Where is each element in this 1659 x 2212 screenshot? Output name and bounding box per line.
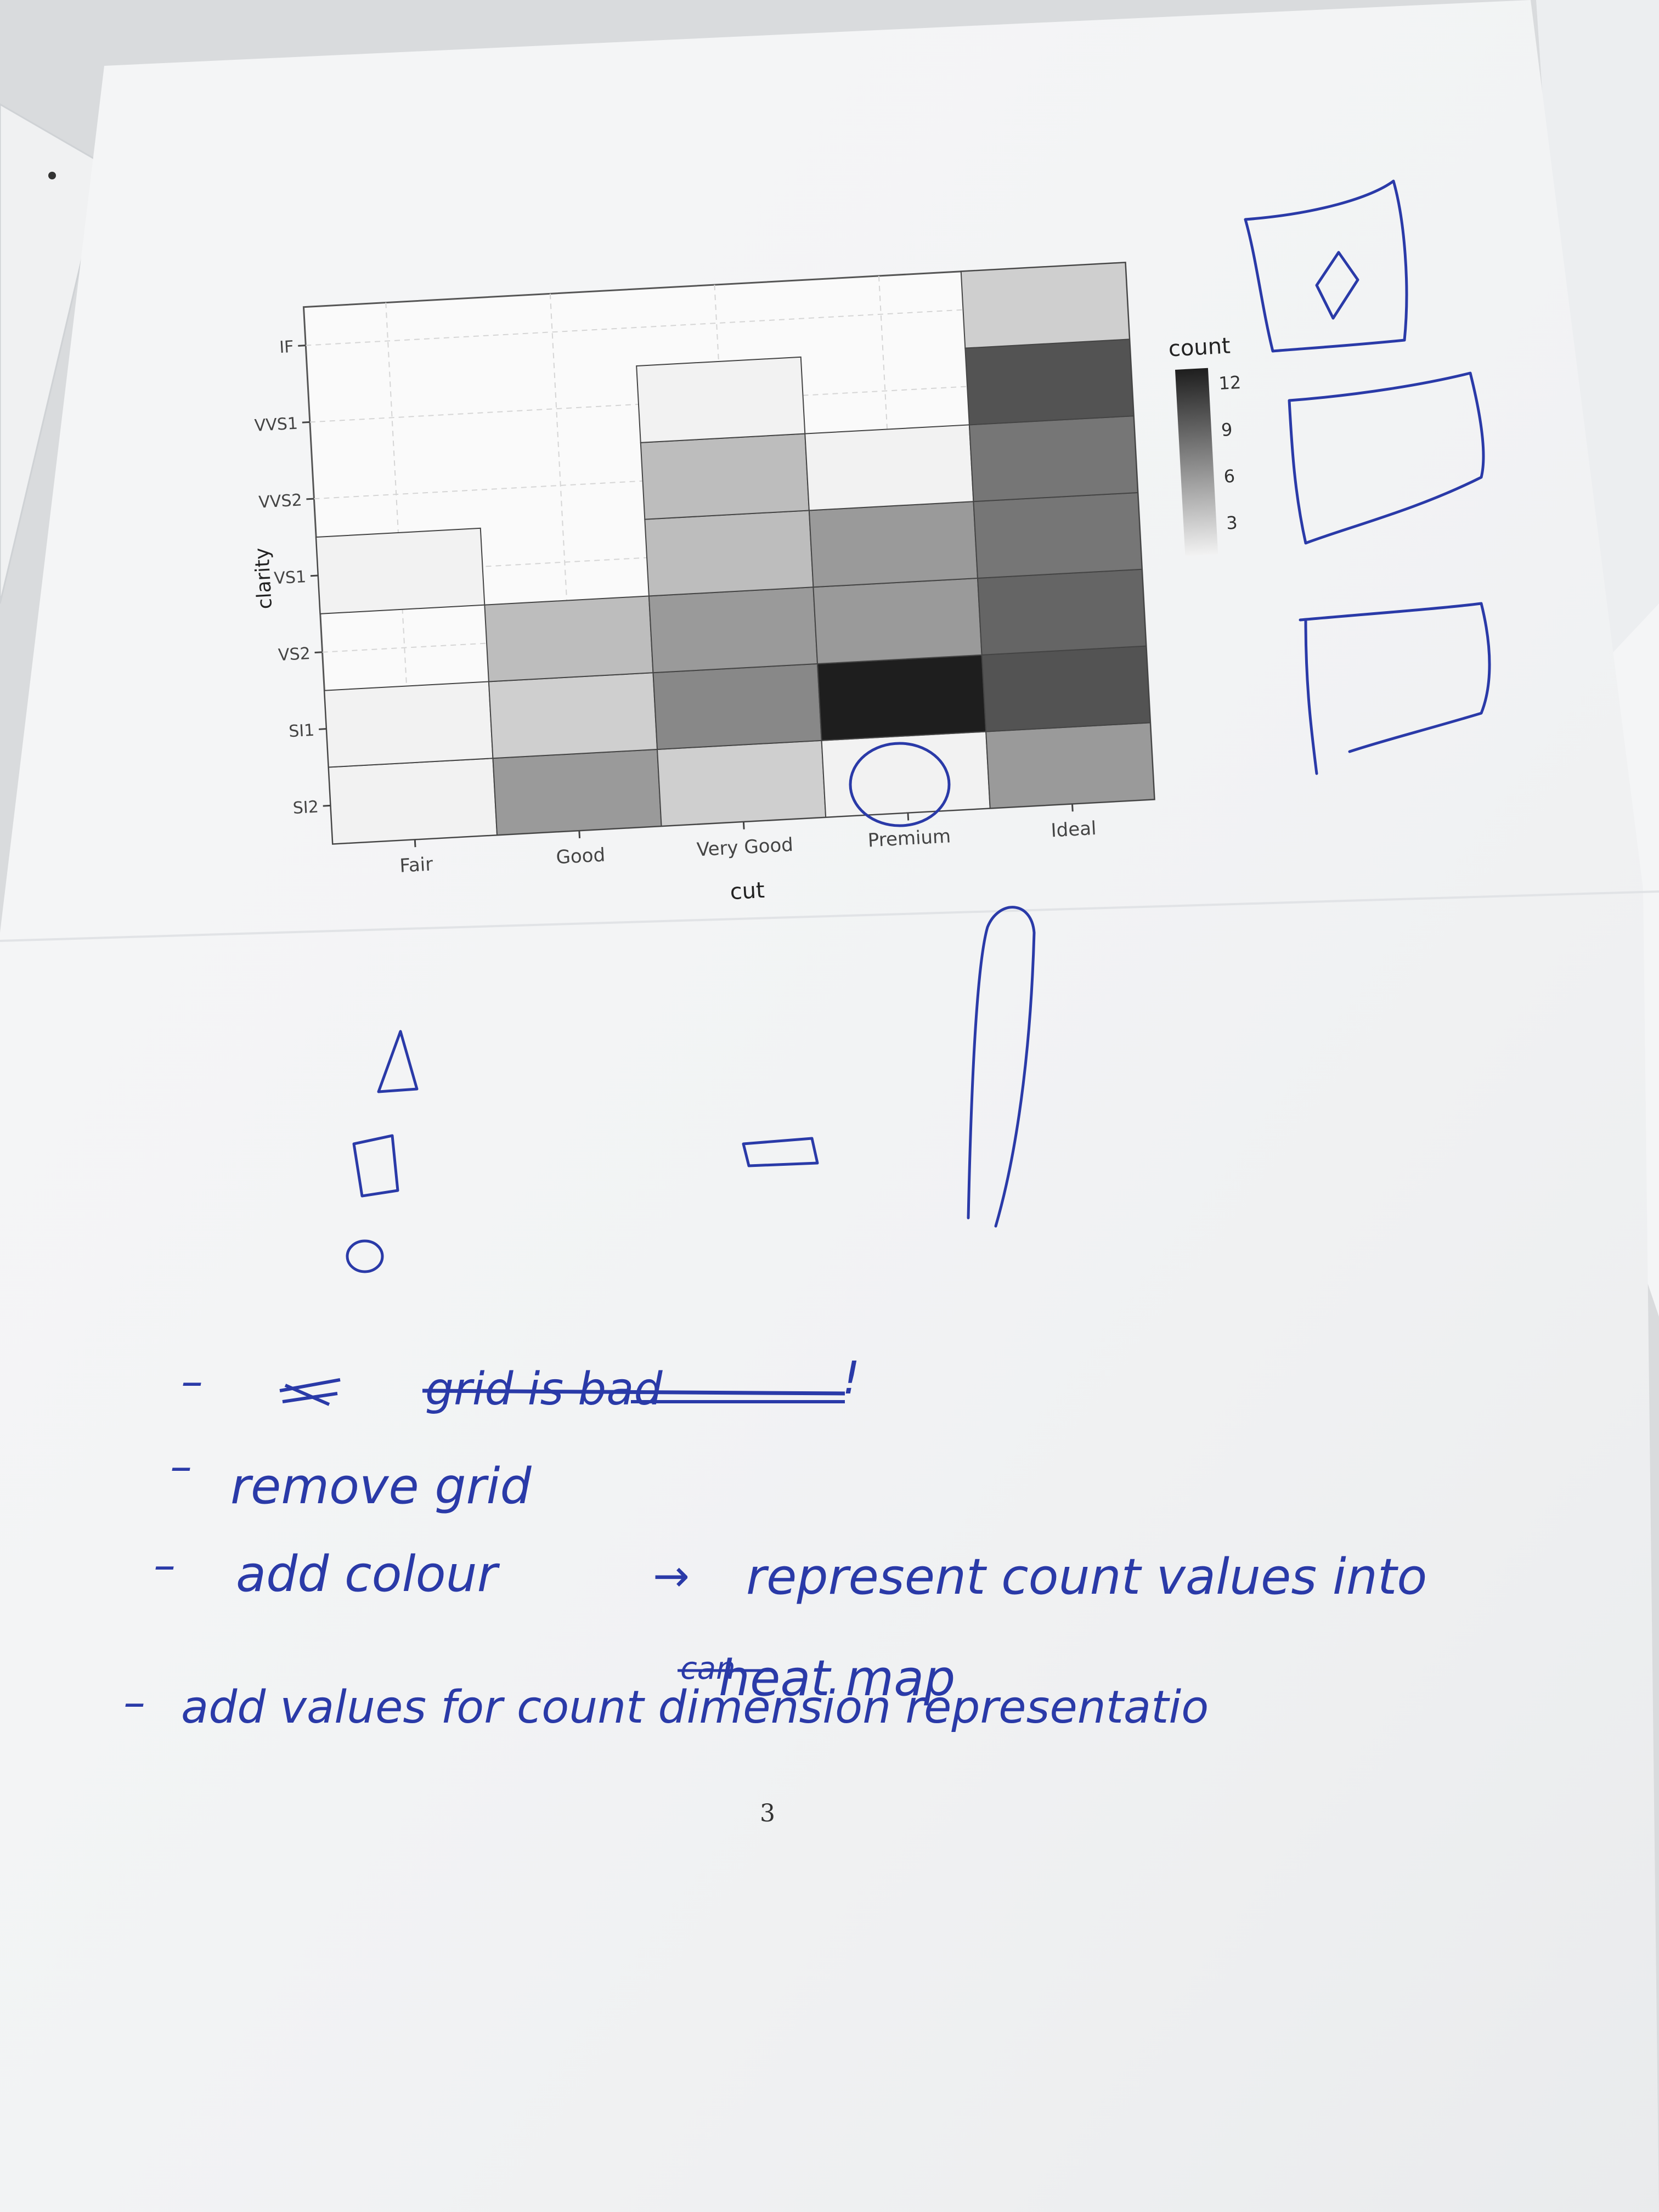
heatmap-cell-good-si2 bbox=[492, 748, 662, 836]
premium-circle-annotation bbox=[849, 742, 951, 827]
x-axis: Fair Good Very Good Premium Ideal bbox=[399, 804, 1097, 877]
scribble-out bbox=[279, 1378, 341, 1406]
heatmap-cell-premium-vs1 bbox=[808, 501, 979, 588]
heatmap-cell-very-good-si2 bbox=[656, 740, 827, 827]
heatmap-cell-premium-vs2 bbox=[812, 577, 983, 665]
note-dash-3: – bbox=[154, 1539, 176, 1590]
sketch-box-top-right bbox=[1244, 179, 1408, 353]
sketch-box-bottom-right bbox=[1299, 602, 1491, 775]
sketch-triangle bbox=[377, 1030, 419, 1093]
legend-tick-label: 9 bbox=[1221, 419, 1233, 441]
x-tick-label: Fair bbox=[399, 853, 433, 877]
heatmap-cell-ideal-if bbox=[960, 262, 1130, 349]
page-number: 3 bbox=[760, 1799, 775, 1827]
y-tick-mark bbox=[314, 651, 323, 654]
heatmap-cell-ideal-vvs2 bbox=[968, 415, 1139, 503]
y-tick-label: VS1 bbox=[274, 567, 307, 588]
note-line-3: add colour bbox=[236, 1545, 500, 1603]
heatmap-cell-very-good-vvs1 bbox=[636, 356, 806, 443]
note-line-1-mark: ! bbox=[842, 1352, 860, 1404]
note-dash-2: – bbox=[170, 1441, 192, 1492]
x-tick-label: Good bbox=[556, 844, 606, 868]
y-tick-label: SI2 bbox=[292, 798, 319, 818]
heatmap-cell-ideal-si1 bbox=[981, 645, 1151, 732]
legend-colorbar bbox=[1175, 368, 1218, 556]
y-axis-title: clarity bbox=[251, 547, 276, 610]
x-tick-label: Premium bbox=[867, 825, 951, 851]
heatmap-cell-premium-vvs2 bbox=[804, 424, 974, 511]
heatmap-cell-fair-si2 bbox=[328, 758, 498, 845]
heatmap-cell-ideal-vs1 bbox=[973, 492, 1143, 579]
sketch-square bbox=[352, 1134, 399, 1198]
heatmap-cell-premium-si1 bbox=[816, 654, 987, 741]
sketch-tall-bar bbox=[967, 906, 1036, 1228]
heatmap-cell-very-good-vs2 bbox=[648, 586, 819, 674]
y-tick-label: SI1 bbox=[288, 721, 315, 741]
x-tick-mark bbox=[742, 821, 745, 830]
x-tick-mark bbox=[578, 830, 581, 838]
note-line-2: remove grid bbox=[230, 1458, 532, 1515]
x-tick-label: Ideal bbox=[1051, 817, 1097, 842]
y-tick-mark bbox=[310, 574, 319, 577]
heatmap-cell-ideal-si2 bbox=[985, 722, 1155, 809]
heatmap-cell-good-si1 bbox=[488, 672, 658, 759]
x-axis-title: cut bbox=[730, 878, 765, 905]
strike-through-line bbox=[422, 1389, 845, 1396]
x-tick-label: Very Good bbox=[696, 834, 794, 861]
sketch-box-middle-right bbox=[1288, 371, 1485, 545]
heatmap-chart: Fair Good Very Good Premium Ideal SI2 SI1 VS2 V… bbox=[251, 261, 1242, 905]
legend-tick-label: 12 bbox=[1218, 372, 1242, 394]
note-line-3-continued: represent count values into bbox=[746, 1548, 1427, 1606]
y-tick-label: VVS1 bbox=[254, 414, 298, 436]
y-tick-label: IF bbox=[279, 337, 294, 357]
note-line-4: add values for count dimension represent… bbox=[181, 1681, 1209, 1734]
note-dash-4: – bbox=[123, 1677, 145, 1728]
note-dash-1: – bbox=[181, 1356, 203, 1407]
heatmap-cell-very-good-vs1 bbox=[644, 510, 814, 597]
color-legend: count 3 6 9 12 bbox=[1168, 333, 1242, 556]
y-tick-label: VVS2 bbox=[258, 490, 302, 512]
y-tick-label: VS2 bbox=[278, 644, 311, 665]
heatmap-cell-very-good-si1 bbox=[652, 663, 822, 751]
handwritten-notes: – grid is bad ! – remove grid – add colo… bbox=[123, 1352, 1427, 1734]
y-tick-mark bbox=[319, 728, 327, 730]
x-tick-mark bbox=[907, 812, 910, 821]
heatmap-cell-fair-si1 bbox=[324, 681, 494, 768]
sketch-circle bbox=[346, 1239, 384, 1273]
sketch-small-rect bbox=[742, 1137, 819, 1167]
note-line-3-heat-map: heat map bbox=[719, 1650, 955, 1707]
note-line-3-arrow: → bbox=[653, 1550, 690, 1601]
legend-tick-label: 3 bbox=[1226, 512, 1238, 534]
y-axis: SI2 SI1 VS2 VS1 VVS2 VVS1 IF bbox=[254, 337, 331, 818]
x-tick-mark bbox=[1071, 804, 1074, 812]
y-tick-mark bbox=[323, 804, 331, 807]
note-line-4-struck-word: can bbox=[680, 1651, 736, 1686]
sketch-diamond bbox=[1315, 251, 1359, 320]
heatmap-cell-ideal-vvs1 bbox=[964, 338, 1135, 426]
heatmap-cell-ideal-vs2 bbox=[977, 568, 1147, 656]
legend-tick-label: 6 bbox=[1223, 466, 1235, 487]
legend-title: count bbox=[1168, 333, 1231, 362]
heatmap-cell-fair-vs1 bbox=[315, 527, 486, 614]
sketch-shapes bbox=[346, 179, 1491, 1273]
legend-ticks: 3 6 9 12 bbox=[1218, 372, 1242, 534]
heatmap-cell-good-vs2 bbox=[484, 595, 654, 682]
paper-fold-line bbox=[0, 890, 1659, 942]
heatmap-cell-very-good-vvs2 bbox=[640, 433, 810, 520]
